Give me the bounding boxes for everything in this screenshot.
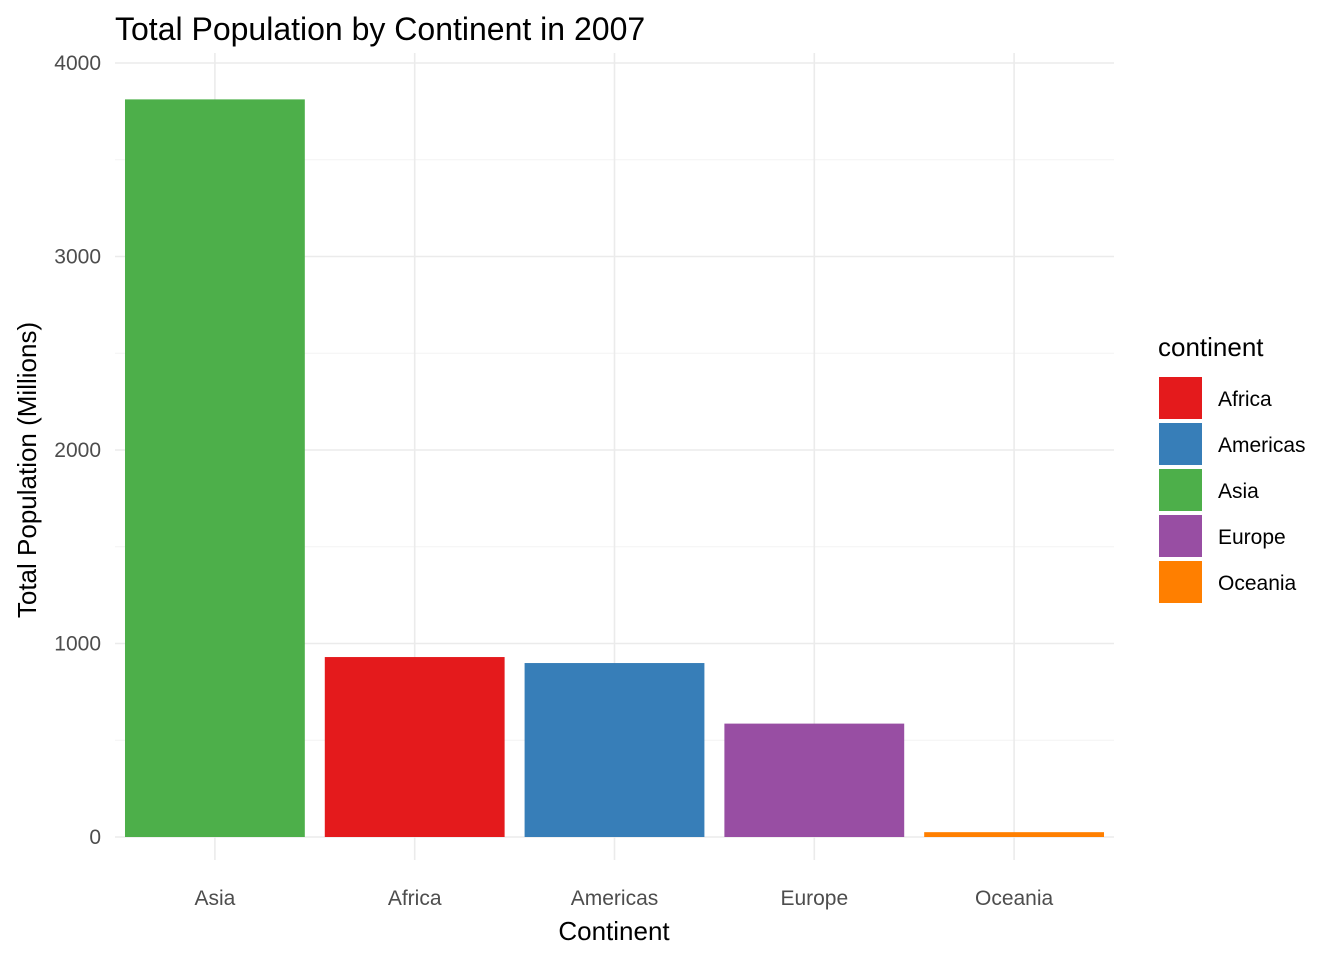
legend-label-africa: Africa — [1218, 388, 1272, 411]
x-tick-label: Africa — [388, 887, 442, 910]
legend-title: continent — [1158, 332, 1264, 362]
y-tick-label: 2000 — [54, 439, 101, 462]
x-tick-label: Oceania — [975, 887, 1054, 910]
x-axis-tick-labels: Asia Africa Americas Europe Oceania — [194, 887, 1053, 910]
legend-swatch-oceania — [1159, 561, 1202, 603]
legend-swatch-africa — [1159, 377, 1202, 419]
bar-oceania — [924, 832, 1105, 837]
legend-swatch-americas — [1159, 423, 1202, 465]
legend-items: Africa Americas Asia Europe Oceania — [1159, 377, 1306, 603]
legend-label-americas: Americas — [1218, 434, 1306, 457]
y-tick-label: 0 — [89, 826, 101, 849]
x-tick-label: Asia — [194, 887, 235, 910]
bar-europe — [724, 723, 905, 837]
legend-swatch-europe — [1159, 515, 1202, 557]
legend-label-europe: Europe — [1218, 526, 1286, 549]
y-tick-label: 4000 — [54, 52, 101, 75]
bars — [124, 99, 1105, 838]
bar-americas — [524, 663, 705, 837]
x-axis-title: Continent — [558, 916, 670, 946]
chart-title: Total Population by Continent in 2007 — [115, 11, 645, 47]
y-axis-title: Total Population (Millions) — [12, 322, 42, 618]
legend-label-asia: Asia — [1218, 480, 1259, 503]
bar-africa — [324, 657, 505, 837]
legend-swatch-asia — [1159, 469, 1202, 511]
bar-asia — [124, 99, 305, 838]
y-axis-tick-labels: 0 1000 2000 3000 4000 — [54, 52, 101, 849]
x-tick-label: Americas — [571, 887, 659, 910]
legend: continent Africa Americas Asia Europe Oceani… — [1158, 332, 1306, 603]
x-tick-label: Europe — [780, 887, 848, 910]
y-tick-label: 1000 — [54, 633, 101, 656]
legend-label-oceania: Oceania — [1218, 572, 1297, 595]
y-tick-label: 3000 — [54, 246, 101, 269]
